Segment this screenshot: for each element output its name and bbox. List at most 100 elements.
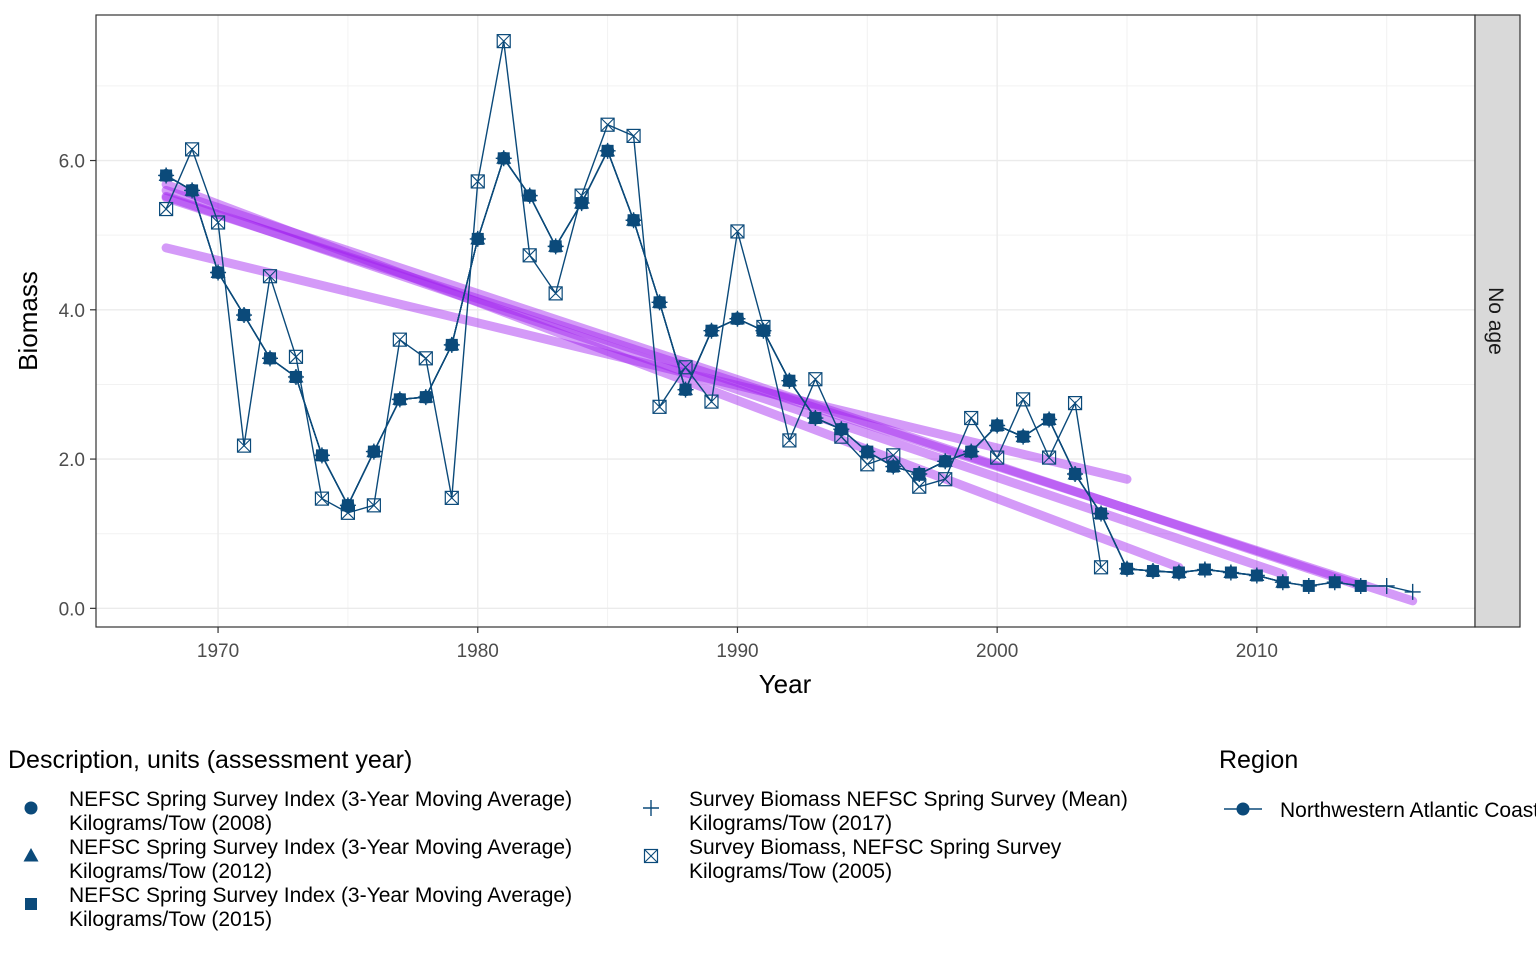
marker-square [643, 848, 659, 864]
data-point [679, 383, 693, 397]
marker-square [314, 491, 330, 506]
data-point [1404, 583, 1421, 600]
legend-description-item: NEFSC Spring Survey Index (3-Year Moving… [23, 836, 572, 883]
data-point [497, 151, 511, 165]
data-point [1275, 574, 1291, 588]
marker-square [964, 410, 979, 426]
grid-lines [96, 15, 1475, 627]
marker-square [159, 201, 174, 217]
marker-square [1016, 392, 1031, 407]
marker-cross [704, 394, 719, 409]
marker-square [782, 433, 797, 448]
marker-square [938, 472, 953, 487]
legend-description: Description, units (assessment year) NEF… [8, 746, 1128, 931]
data-point [652, 399, 667, 414]
marker-cross [912, 479, 927, 494]
legend-description-item: Survey Biomass NEFSC Spring Survey (Mean… [643, 788, 1128, 835]
marker-cross [418, 351, 433, 366]
data-point [1249, 567, 1265, 582]
marker-square [470, 174, 485, 189]
marker-square [990, 450, 1005, 465]
data-point [704, 324, 718, 338]
data-point [964, 445, 978, 459]
trend-line [161, 185, 1366, 591]
marker-square [236, 438, 252, 453]
y-tick-label: 0.0 [59, 599, 85, 620]
legend-key [643, 800, 659, 816]
data-point [1041, 450, 1057, 465]
data-point [782, 433, 797, 448]
data-point [1146, 564, 1160, 578]
marker-cross [782, 433, 797, 448]
x-tick-label: 1980 [457, 641, 499, 662]
data-point [1197, 561, 1213, 576]
data-point [730, 224, 745, 239]
data-point [1120, 562, 1134, 576]
data-point [471, 232, 485, 246]
legend-region-label: Northwestern Atlantic Coast [1280, 799, 1536, 822]
marker-cross [496, 34, 511, 49]
marker-square [392, 332, 407, 347]
series-markers [159, 144, 1186, 580]
legend-description-item: NEFSC Spring Survey Index (3-Year Moving… [24, 788, 572, 835]
legend-label-line2: Kilograms/Tow (2012) [69, 860, 272, 883]
legend-description-item: NEFSC Spring Survey Index (3-Year Moving… [25, 884, 572, 931]
data-point [314, 491, 330, 506]
marker-square [496, 34, 511, 49]
data-point [808, 411, 822, 425]
legend-label-line2: Kilograms/Tow (2017) [689, 812, 892, 835]
facet-strip-label: No age [1484, 287, 1507, 355]
data-point [1016, 430, 1030, 444]
marker-cross [1094, 560, 1108, 575]
data-point [263, 351, 277, 365]
data-point [548, 286, 563, 301]
marker-cross [548, 286, 563, 301]
marker-cross [652, 399, 667, 414]
marker-square [210, 215, 226, 230]
data-point [678, 360, 693, 375]
data-point [938, 454, 952, 468]
marker-cross [886, 448, 901, 463]
data-series [158, 34, 1421, 600]
trend-line [161, 179, 1184, 572]
data-point [1378, 577, 1395, 594]
marker-square [626, 128, 641, 144]
data-point [1172, 566, 1186, 580]
marker-cross [808, 372, 823, 387]
data-point [1016, 392, 1031, 407]
legend-key [24, 801, 38, 815]
x-tick-label: 1970 [197, 641, 239, 662]
marker-square [678, 360, 693, 375]
y-tick-label: 4.0 [59, 301, 85, 322]
series-markers [159, 34, 1109, 575]
marker-cross [237, 438, 251, 453]
data-point [523, 189, 537, 203]
marker-square [652, 399, 667, 414]
data-point [289, 370, 303, 384]
marker-cross [522, 248, 537, 263]
data-point [367, 445, 381, 459]
marker-cross [730, 224, 745, 239]
marker-square [444, 490, 459, 505]
marker-cross [860, 457, 875, 472]
facet-strip [1474, 14, 1521, 628]
data-point [496, 34, 511, 49]
marker-square [1041, 450, 1057, 465]
marker-square [1067, 395, 1083, 411]
legend-description-title: Description, units (assessment year) [8, 746, 412, 774]
marker-cross [626, 129, 641, 143]
data-point [627, 213, 641, 227]
data-point [159, 201, 174, 217]
data-point [912, 467, 926, 481]
marker-cross [211, 215, 225, 230]
marker-cross [289, 349, 303, 364]
data-point [470, 174, 485, 189]
data-point [964, 410, 979, 426]
legend-key [643, 848, 659, 864]
marker-square [262, 269, 278, 284]
data-point [990, 450, 1005, 465]
plot-background [96, 15, 1475, 627]
x-tick-label: 2010 [1236, 641, 1278, 662]
data-point [1223, 564, 1239, 579]
marker-cross [964, 411, 979, 425]
